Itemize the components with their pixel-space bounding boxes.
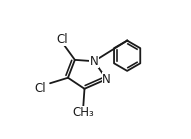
Text: Cl: Cl — [56, 33, 68, 46]
Text: CH₃: CH₃ — [72, 106, 94, 119]
Text: Cl: Cl — [35, 82, 46, 95]
Text: N: N — [90, 55, 99, 68]
Text: N: N — [102, 73, 111, 86]
